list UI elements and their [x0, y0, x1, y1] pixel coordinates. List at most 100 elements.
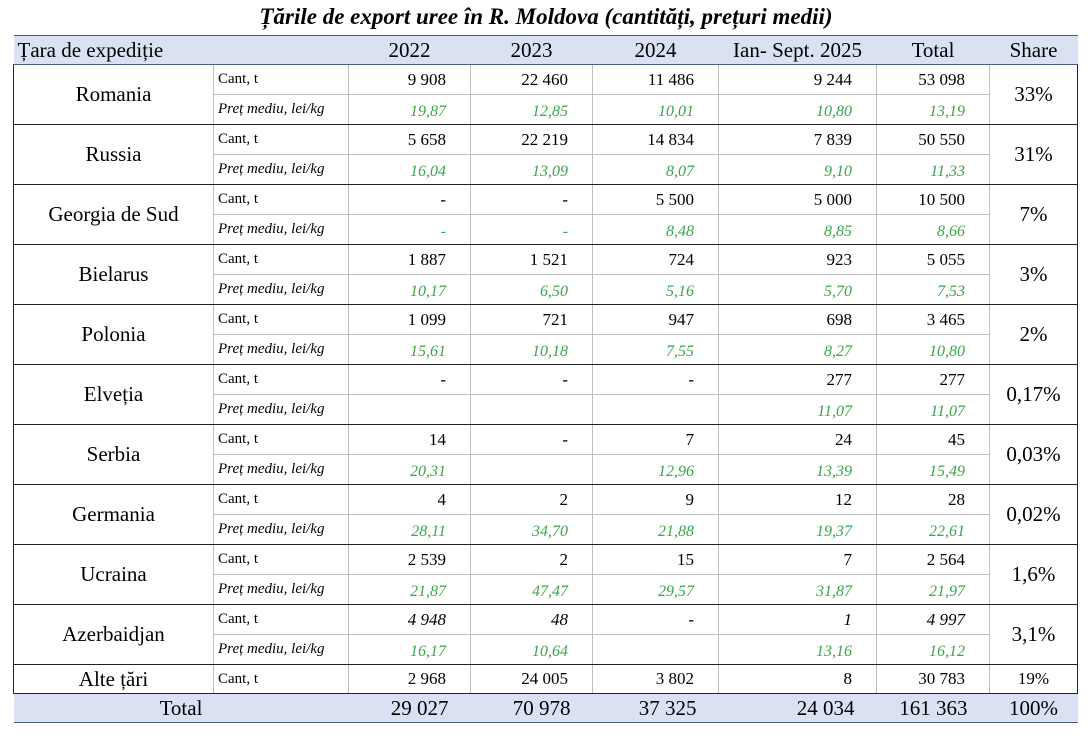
total-row: Total 29 027 70 978 37 325 24 034 161 36… [13, 693, 1078, 723]
row-label-price: Preț mediu, lei/kg [213, 514, 349, 545]
share-value: 31% [989, 124, 1078, 185]
cant-2022: 4 [348, 484, 471, 515]
table-row: Preț mediu, lei/kg 28,11 34,70 21,88 19,37 22… [14, 514, 1078, 545]
share-value: 3,1% [989, 604, 1078, 665]
cant-2024: 14 834 [592, 124, 719, 155]
table-row: Serbia Cant, t 14-7 24 45 0,03% [13, 424, 1078, 485]
header-share: Share [989, 35, 1078, 65]
price-2023: 6,50 [470, 274, 593, 305]
country-name: Azerbaidjan [13, 604, 214, 665]
price-total: 7,53 [876, 274, 990, 305]
row-label-cant: Cant, t [213, 424, 349, 455]
country-name: Germania [13, 484, 214, 545]
price-2023 [470, 454, 593, 485]
header-2024: 2024 [592, 35, 719, 65]
cant-total: 28 [876, 484, 990, 515]
price-2022: 28,11 [348, 514, 471, 545]
price-total: 16,12 [876, 634, 990, 665]
price-2023 [470, 394, 593, 425]
price-2023: 12,85 [470, 94, 593, 125]
cant-2024: 7 [592, 424, 719, 455]
cant-2025: 8 [718, 664, 877, 694]
total-2022: 29 027 [348, 693, 471, 723]
cant-2025: 12 [718, 484, 877, 515]
row-label-cant: Cant, t [213, 304, 349, 335]
price-2023: 10,18 [470, 334, 593, 365]
header-2023: 2023 [470, 35, 593, 65]
table-row-alte: Alte țări Cant, t 2 968 24 005 3 802 8 3… [13, 664, 1078, 694]
cant-2024: 15 [592, 544, 719, 575]
price-2025: 5,70 [718, 274, 877, 305]
header-row: Țara de expediție 2022 2023 2024 Ian- Se… [13, 35, 1078, 65]
table-row: Preț mediu, lei/kg 15,61 10,18 7,55 8,27 10,8… [14, 334, 1078, 365]
share-value: 3% [989, 244, 1078, 305]
row-label-cant: Cant, t [213, 484, 349, 515]
price-2024: 12,96 [592, 454, 719, 485]
cant-2024: 5 500 [592, 184, 719, 215]
cant-total: 10 500 [876, 184, 990, 215]
cant-2023: - [470, 184, 593, 215]
row-label: Cant, t [213, 664, 349, 694]
price-total: 10,80 [876, 334, 990, 365]
price-2024: 21,88 [592, 514, 719, 545]
price-2025: 31,87 [718, 574, 877, 605]
price-2022: 16,04 [348, 154, 471, 185]
row-label-cant: Cant, t [213, 64, 349, 95]
cant-total: 30 783 [876, 664, 990, 694]
price-2025: 8,85 [718, 214, 877, 245]
cant-2025: 9 244 [718, 64, 877, 95]
row-label-cant: Cant, t [213, 544, 349, 575]
table-row: Germania Cant, t 4 2 9 12 28 0,02% [13, 484, 1078, 545]
price-2023: - [470, 214, 593, 245]
country-name: Russia [13, 124, 214, 185]
price-2022: 10,17 [348, 274, 471, 305]
country-name: Elveția [13, 364, 214, 425]
cant-2025: 1 [718, 604, 877, 635]
share-value: 33% [989, 64, 1078, 125]
price-total: 11,07 [876, 394, 990, 425]
table-row: Preț mediu, lei/kg 16,17 10,64 13,16 16,12 [14, 634, 1078, 665]
country-name: Romania [13, 64, 214, 125]
cant-total: 53 098 [876, 64, 990, 95]
price-2024: 5,16 [592, 274, 719, 305]
cant-2022: 14 [348, 424, 471, 455]
price-2022: - [348, 214, 471, 245]
table-row: Preț mediu, lei/kg 19,87 12,85 10,01 10,80 13… [14, 94, 1078, 125]
cant-2022: 2 968 [348, 664, 471, 694]
price-2023: 10,64 [470, 634, 593, 665]
header-country: Țara de expediție [13, 35, 349, 65]
share-value: 0,02% [989, 484, 1078, 545]
price-2022: 16,17 [348, 634, 471, 665]
cant-2022: 4 948 [348, 604, 471, 635]
price-total: 8,66 [876, 214, 990, 245]
country-name: Bielarus [13, 244, 214, 305]
cant-2023: - [470, 364, 593, 395]
row-label-cant: Cant, t [213, 364, 349, 395]
price-2024: 8,07 [592, 154, 719, 185]
price-total: 13,19 [876, 94, 990, 125]
share-value: 0,17% [989, 364, 1078, 425]
table-row: Preț mediu, lei/kg 21,87 47,47 29,57 31,87 21… [14, 574, 1078, 605]
cant-2024: - [592, 604, 719, 635]
price-2024: 10,01 [592, 94, 719, 125]
row-label-price: Preț mediu, lei/kg [213, 214, 349, 245]
cant-2024: 3 802 [592, 664, 719, 694]
share-value: 7% [989, 184, 1078, 245]
price-2024 [592, 634, 719, 665]
price-2024 [592, 394, 719, 425]
price-2022: 20,31 [348, 454, 471, 485]
cant-2023: 48 [470, 604, 593, 635]
price-2025: 19,37 [718, 514, 877, 545]
cant-2025: 698 [718, 304, 877, 335]
total-2025: 24 034 [718, 693, 877, 723]
cant-2025: 5 000 [718, 184, 877, 215]
table-row: Preț mediu, lei/kg 10,17 6,50 5,16 5,70 7,53 [14, 274, 1078, 305]
price-2025: 13,39 [718, 454, 877, 485]
cant-2025: 7 [718, 544, 877, 575]
row-label-price: Preț mediu, lei/kg [213, 634, 349, 665]
country-name: Polonia [13, 304, 214, 365]
